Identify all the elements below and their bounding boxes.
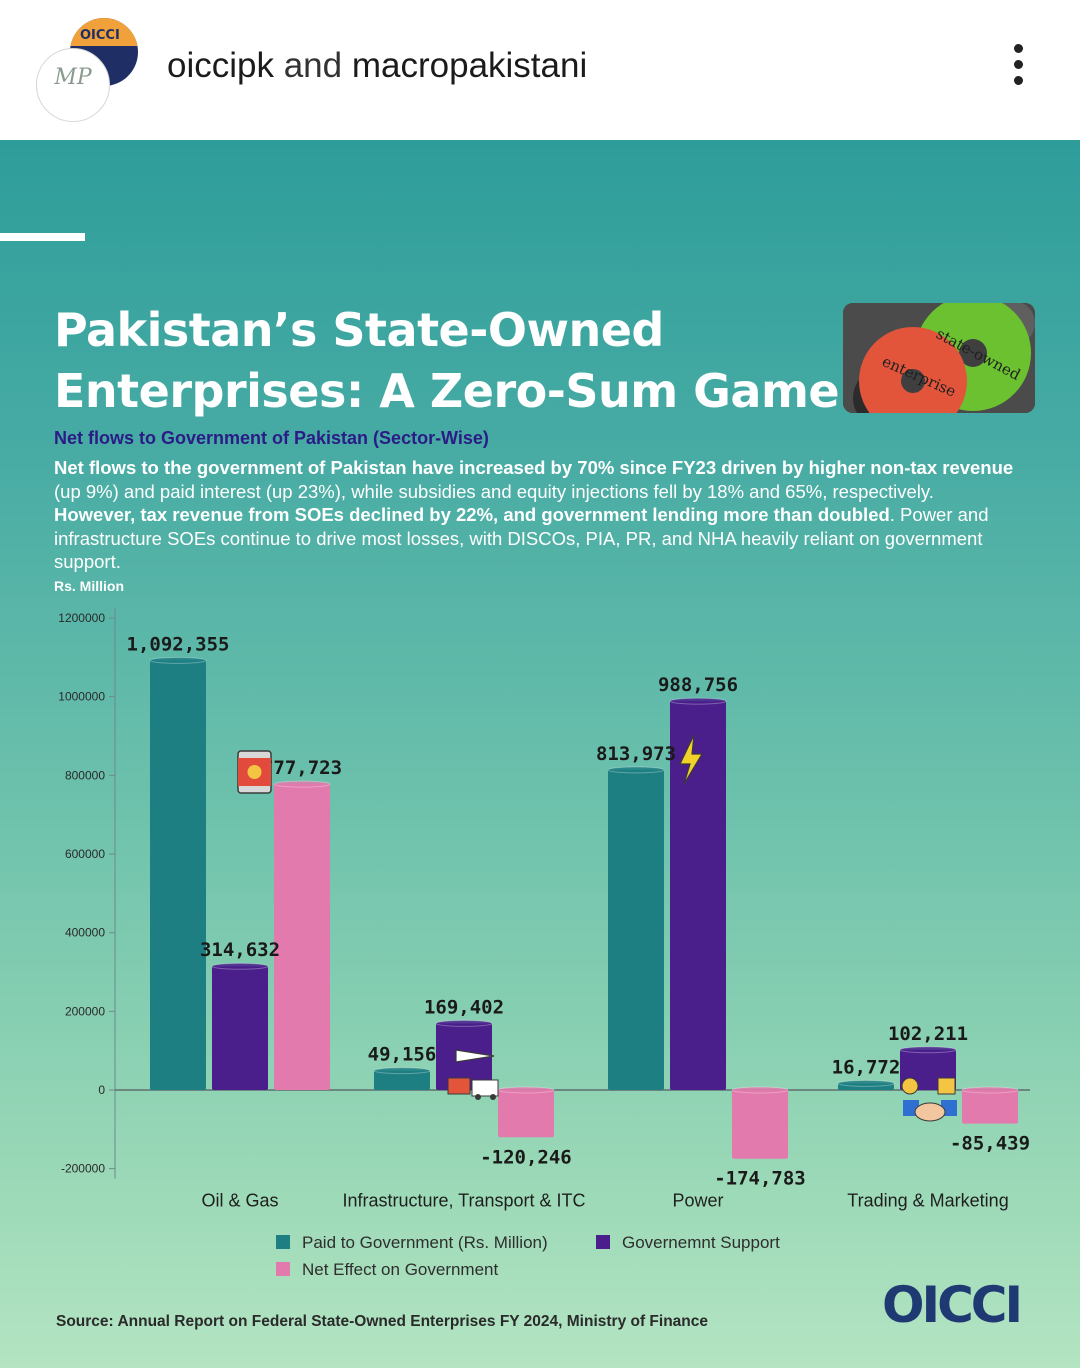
data-label: -85,439 [950,1133,1030,1155]
bar-cap [149,656,207,664]
more-vertical-icon[interactable] [1008,44,1028,94]
bar-chart: Rs. Million 1200000 1000000 800000 600000 400… [54,578,1030,1211]
legend-item: Net Effect on Government [276,1260,498,1280]
y-tick-label: 1000000 [58,690,105,704]
accent-line [0,233,85,241]
y-axis-title: Rs. Million [54,578,124,594]
oil-barrel-icon [237,750,272,794]
x-category-label: Oil & Gas [201,1191,278,1211]
page-title: Pakistan’s State-Owned Enterprises: A Ze… [54,300,844,422]
legend-item: Governemnt Support [596,1233,780,1253]
bar [274,784,330,1090]
bar [374,1070,430,1090]
y-tick-label: 400000 [65,926,105,940]
bar-cap [961,1086,1019,1094]
legend-item: Paid to Government (Rs. Million) [276,1233,548,1253]
post-image: Pakistan’s State-Owned Enterprises: A Ze… [0,140,1080,1368]
gears-image: state-owned enterprise [843,303,1035,413]
data-label: 49,156 [368,1044,437,1066]
bar [962,1090,1018,1124]
x-category-label: Infrastructure, Transport & ITC [342,1191,585,1211]
bar-cap [497,1086,555,1094]
desc-text: (up 9%) and paid interest (up 23%), whil… [54,480,934,502]
account-link[interactable]: oiccipk [167,46,274,85]
bar [150,660,206,1090]
x-category-label: Power [672,1191,723,1211]
data-label: 169,402 [424,996,504,1018]
bar-cap [607,766,665,774]
avatar-band [70,18,138,46]
account-link[interactable]: macropakistani [351,46,588,85]
data-label: -120,246 [480,1146,572,1168]
title-line: Enterprises: A Zero-Sum Game [54,364,840,418]
legend-label: Paid to Government (Rs. Million) [302,1233,548,1252]
oicci-logo: OICCI [880,1276,1035,1334]
data-label: 988,756 [658,674,738,696]
data-label: 314,632 [200,939,280,961]
data-label: 1,092,355 [127,633,230,655]
x-category-label: Trading & Marketing [847,1191,1008,1211]
legend-swatch [276,1262,290,1276]
post-header: OICCI MP oiccipk and macropakistani [0,0,1080,140]
lightning-icon [679,734,704,785]
y-tick-label: 600000 [65,847,105,861]
desc-bold: Net flows to the government of Pakistan … [54,457,1014,478]
legend-label: Net Effect on Government [302,1260,499,1279]
data-label: -174,783 [714,1168,806,1190]
bar-cap [211,962,269,970]
bar [212,966,268,1090]
chart-subtitle: Net flows to Government of Pakistan (Sec… [54,428,489,448]
data-label: 102,211 [888,1023,968,1045]
y-tick-label: -200000 [61,1162,105,1176]
y-tick-label: 0 [98,1083,105,1097]
bar-cap [273,780,331,788]
y-tick-label: 800000 [65,768,105,782]
account-avatar-mp[interactable]: MP [36,48,110,122]
data-label: 16,772 [832,1056,901,1078]
y-tick-label: 200000 [65,1004,105,1018]
joiner-text: and [283,46,343,85]
description: Net flows to the government of Pakistan … [54,456,1019,574]
avatar-text: MP [54,65,92,90]
legend-swatch [276,1235,290,1249]
bar [670,701,726,1090]
bar [608,769,664,1090]
trade-handshake-icon [901,1077,957,1122]
bar-cap [373,1067,431,1075]
y-tick-label: 1200000 [58,611,105,625]
bar-cap [837,1079,895,1087]
data-label: 777,723 [262,757,342,779]
legend-label: Governemnt Support [622,1233,780,1252]
desc-bold: However, tax revenue from SOEs declined … [54,504,890,525]
legend-swatch [596,1235,610,1249]
bar-cap [435,1019,493,1027]
bar-cap [731,1086,789,1094]
transport-icon [447,1049,499,1100]
account-names: oiccipk and macropakistani [167,46,587,86]
avatar-text: OICCI [80,28,120,43]
red-gear-icon [859,327,967,413]
data-label: 813,973 [596,743,676,765]
bar-cap [669,697,727,705]
bar-cap [899,1046,957,1054]
source-note: Source: Annual Report on Federal State-O… [56,1313,709,1330]
title-line: Pakistan’s State-Owned [54,303,664,357]
desc-text: . Power and infrastructure SOEs continue… [54,504,989,572]
bar [498,1090,554,1138]
logo-text: OICCI [882,1278,1020,1328]
bar [732,1090,788,1159]
